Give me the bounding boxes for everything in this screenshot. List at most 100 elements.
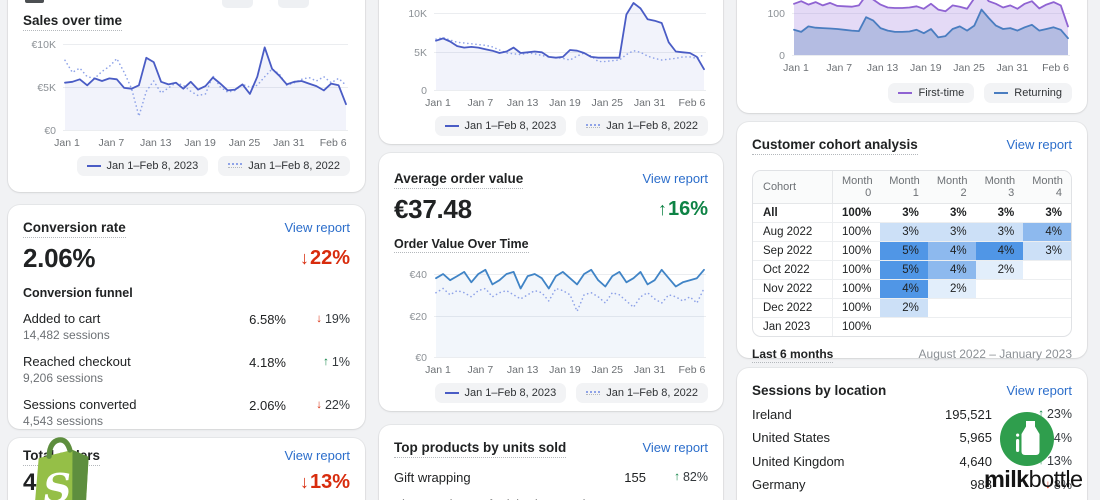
down-arrow-icon: ↓ bbox=[316, 398, 322, 411]
customers-chart[interactable]: 100 0 Jan 1 Jan 7 Jan 13 Jan 19 Jan 25 Jan 31 F… bbox=[752, 0, 1072, 103]
cohort-cell: 4% bbox=[927, 260, 976, 280]
shopify-s-letter: S bbox=[42, 465, 73, 500]
conversion-funnel-list: Added to cart 14,482 sessions 6.58% ↓ 19% Rea… bbox=[23, 311, 350, 429]
cohort-cell bbox=[975, 279, 1024, 299]
cohort-column-header: Month 2 bbox=[927, 170, 976, 204]
legend-chip[interactable]: Jan 1–Feb 8, 2022 bbox=[576, 383, 708, 403]
view-report-link[interactable]: View report bbox=[284, 220, 350, 235]
view-report-link[interactable]: View report bbox=[642, 171, 708, 186]
legend-chip[interactable]: Jan 1–Feb 8, 2023 bbox=[76, 155, 209, 176]
down-arrow-icon: ↓ bbox=[316, 312, 322, 325]
delta-none: - bbox=[646, 497, 708, 500]
top-products-title[interactable]: Top products by units sold bbox=[394, 440, 567, 458]
legend-label: Jan 1–Feb 8, 2023 bbox=[106, 159, 199, 172]
legend-chip[interactable]: Jan 1–Feb 8, 2022 bbox=[576, 116, 708, 136]
cohort-date-range: August 2022 – January 2023 bbox=[918, 346, 1072, 361]
cohort-cell: 3% bbox=[927, 203, 976, 223]
cohort-analysis-title[interactable]: Customer cohort analysis bbox=[752, 137, 918, 155]
order-value-over-time-title[interactable]: Order Value Over Time bbox=[394, 237, 529, 253]
y-axis-label: €20 bbox=[409, 310, 427, 323]
cohort-cell: 100% bbox=[832, 203, 881, 223]
customers-chart-plot[interactable]: 100 0 bbox=[752, 0, 1072, 61]
x-axis-label: Jan 13 bbox=[506, 97, 539, 109]
dotted-line-swatch-icon bbox=[228, 163, 243, 168]
sessions-over-time-chart[interactable]: 10K 5K 0 Jan 1 Jan 7 Jan 13 Jan 19 Jan 25 Jan 3… bbox=[394, 0, 708, 136]
legend-chip[interactable]: Jan 1–Feb 8, 2022 bbox=[218, 155, 350, 176]
card-conversion-rate: Conversion rate View report 2.06% ↓ 22% C… bbox=[8, 205, 365, 429]
conversion-rate-value: 2.06% bbox=[23, 242, 96, 273]
legend-chip[interactable]: First-time bbox=[888, 83, 975, 103]
legend-chip[interactable]: Returning bbox=[984, 83, 1072, 103]
sessions-chart-x-axis: Jan 1 Jan 7 Jan 13 Jan 19 Jan 25 Jan 31 Feb 6 bbox=[394, 97, 708, 110]
view-report-link[interactable]: View report bbox=[284, 448, 350, 463]
delta-up: ↑ 23% bbox=[1038, 407, 1072, 421]
delta-up: ↑ 16% bbox=[657, 197, 708, 220]
order-value-chart-legend: Jan 1–Feb 8, 2023 Jan 1–Feb 8, 2022 bbox=[394, 383, 708, 403]
cohort-column-header: Month 0 bbox=[832, 170, 881, 204]
cohort-label: Oct 2022 bbox=[753, 260, 833, 280]
cohort-label: Aug 2022 bbox=[753, 222, 833, 242]
view-report-link[interactable]: View report bbox=[1006, 137, 1072, 152]
funnel-step-value: 6.58% bbox=[249, 311, 286, 327]
cohort-cell bbox=[976, 317, 1024, 336]
legend-label: Returning bbox=[1014, 87, 1062, 99]
cohort-cell: 3% bbox=[880, 222, 928, 242]
up-arrow-icon: ↑ bbox=[657, 198, 667, 219]
legend-label: Jan 1–Feb 8, 2023 bbox=[464, 387, 557, 399]
sales-over-time-chart[interactable]: €10K €5K €0 Jan 1 Jan 7 Jan 13 Jan 19 Jan 25 Ja… bbox=[23, 30, 350, 176]
sessions-chart-plot[interactable]: 10K 5K 0 bbox=[394, 0, 708, 96]
x-axis-label: Jan 19 bbox=[549, 97, 581, 109]
product-units: 84 bbox=[600, 497, 646, 500]
average-order-value-title[interactable]: Average order value bbox=[394, 171, 524, 189]
up-arrow-icon: ↑ bbox=[1038, 408, 1044, 420]
cohort-column-header: Month 1 bbox=[880, 170, 928, 204]
average-order-value: €37.48 bbox=[394, 193, 472, 224]
sales-over-time-title[interactable]: Sales over time bbox=[23, 13, 123, 31]
legend-label: Jan 1–Feb 8, 2023 bbox=[464, 120, 557, 132]
funnel-step-value: 4.18% bbox=[249, 354, 286, 370]
solid-line-swatch-icon bbox=[898, 92, 913, 94]
x-axis-label: Feb 6 bbox=[678, 364, 706, 376]
solid-line-swatch-icon bbox=[994, 92, 1009, 94]
funnel-step-sessions: 9,206 sessions bbox=[23, 370, 104, 385]
cohort-cell bbox=[1023, 317, 1071, 336]
x-axis-label: Jan 31 bbox=[273, 136, 305, 149]
view-report-link[interactable]: View report bbox=[642, 440, 708, 455]
cohort-cell bbox=[927, 298, 976, 318]
cohort-cell: 3% bbox=[975, 222, 1024, 242]
sales-chart-plot[interactable]: €10K €5K €0 bbox=[23, 30, 350, 136]
legend-chip[interactable]: Jan 1–Feb 8, 2023 bbox=[434, 383, 567, 403]
cohort-cell: 3% bbox=[927, 222, 976, 242]
legend-label: Jan 1–Feb 8, 2022 bbox=[606, 387, 698, 399]
view-report-link[interactable]: View report bbox=[1006, 383, 1072, 398]
top-products-list: Gift wrapping 155 ↑82% The Banshees of Inis… bbox=[394, 464, 708, 500]
gridline: €40 bbox=[409, 269, 706, 281]
solid-line-swatch-icon bbox=[444, 125, 459, 127]
legend-chip[interactable]: Jan 1–Feb 8, 2023 bbox=[434, 116, 567, 136]
cohort-row: Dec 2022 100% 2% bbox=[753, 298, 1071, 318]
x-axis-label: Jan 13 bbox=[139, 136, 172, 149]
cohort-range-selector[interactable]: Last 6 months bbox=[752, 347, 834, 363]
cohort-cell: 100% bbox=[842, 320, 872, 333]
solid-line-swatch-icon bbox=[86, 164, 101, 167]
cohort-cell: 3% bbox=[1023, 203, 1071, 223]
card-sessions-over-time: 10K 5K 0 Jan 1 Jan 7 Jan 13 Jan 19 Jan 25 Jan 3… bbox=[379, 0, 723, 144]
delta-down: ↓ 13% bbox=[299, 471, 350, 493]
funnel-row: Reached checkout 9,206 sessions 4.18% ↑ 1% bbox=[23, 354, 350, 386]
product-name: Gift wrapping bbox=[394, 469, 471, 485]
x-axis-label: Jan 7 bbox=[98, 136, 125, 149]
up-arrow-icon: ↑ bbox=[674, 471, 680, 483]
gridline: 0 bbox=[421, 85, 706, 96]
x-axis-label: Feb 6 bbox=[319, 136, 347, 149]
product-row: Gift wrapping 155 ↑ 82% bbox=[394, 464, 708, 485]
cohort-table: Cohort Month 0 Month 1 Month 2 Month 3 Month … bbox=[753, 170, 1071, 336]
gridline: 5K bbox=[414, 47, 706, 59]
cohort-cell: 3% bbox=[1023, 241, 1071, 261]
card-customer-cohort-analysis: Customer cohort analysis View report Coh… bbox=[737, 122, 1087, 363]
order-value-chart-plot[interactable]: €40 €20 €0 bbox=[394, 262, 708, 363]
conversion-rate-title[interactable]: Conversion rate bbox=[23, 220, 126, 238]
legend-label: First-time bbox=[918, 87, 965, 99]
cohort-cell: 2% bbox=[927, 279, 976, 299]
order-value-chart[interactable]: €40 €20 €0 Jan 1 Jan 7 Jan 13 Jan 19 Jan 25 Jan… bbox=[394, 262, 708, 403]
